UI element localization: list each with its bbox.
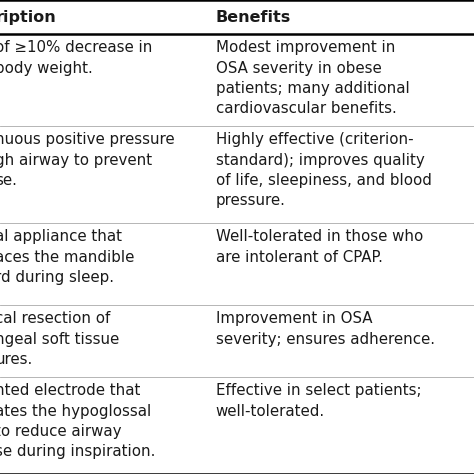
Text: Benefits: Benefits — [216, 9, 291, 25]
Text: Improvement in OSA
severity; ensures adherence.: Improvement in OSA severity; ensures adh… — [216, 311, 435, 346]
Text: ription: ription — [0, 9, 56, 25]
Text: nuous positive pressure
gh airway to prevent
se.: nuous positive pressure gh airway to pre… — [0, 132, 175, 188]
Text: cal resection of
ngeal soft tissue
ures.: cal resection of ngeal soft tissue ures. — [0, 311, 119, 367]
Text: Well-tolerated in those who
are intolerant of CPAP.: Well-tolerated in those who are intolera… — [216, 229, 423, 264]
Text: Effective in select patients;
well-tolerated.: Effective in select patients; well-toler… — [216, 383, 421, 419]
Text: Highly effective (criterion-
standard); improves quality
of life, sleepiness, an: Highly effective (criterion- standard); … — [216, 132, 431, 209]
Text: al appliance that
aces the mandible
rd during sleep.: al appliance that aces the mandible rd d… — [0, 229, 135, 285]
Text: of ≥10% decrease in
body weight.: of ≥10% decrease in body weight. — [0, 40, 153, 76]
Text: nted electrode that
ates the hypoglossal
to reduce airway
se during inspiration.: nted electrode that ates the hypoglossal… — [0, 383, 155, 459]
Text: Modest improvement in
OSA severity in obese
patients; many additional
cardiovasc: Modest improvement in OSA severity in ob… — [216, 40, 410, 117]
